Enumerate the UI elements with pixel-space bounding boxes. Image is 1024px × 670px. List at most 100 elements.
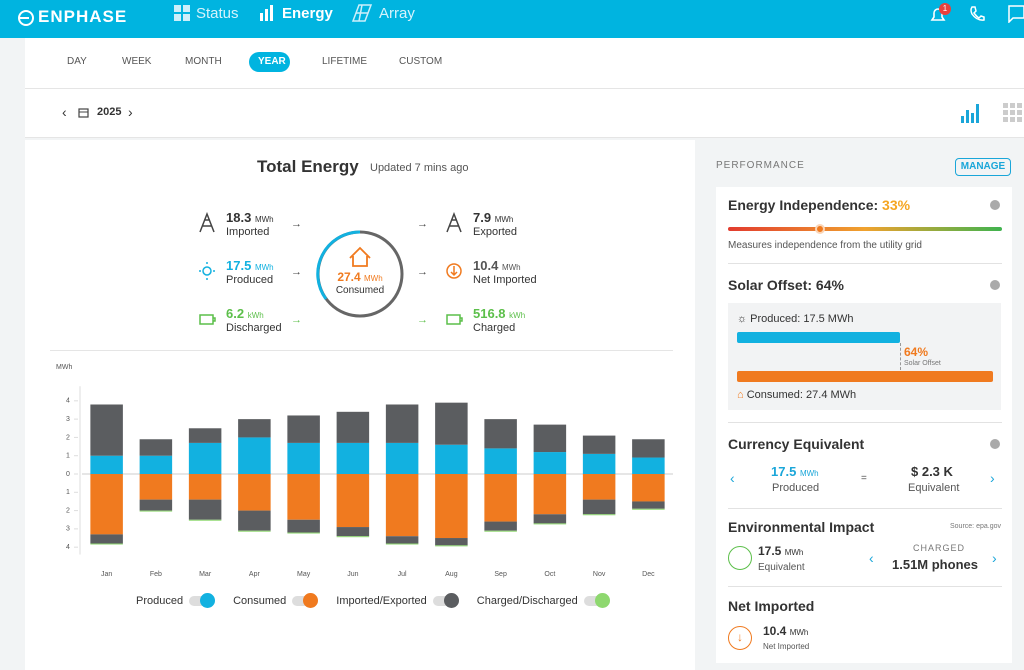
bar — [188, 442, 222, 475]
bar — [533, 523, 567, 525]
bar — [336, 474, 370, 528]
x-tick-label: Sep — [494, 571, 507, 578]
logo-icon — [18, 10, 34, 26]
icon-shape — [199, 212, 215, 233]
flow-unit: MWh — [254, 215, 274, 224]
independence-value: 33% — [882, 197, 911, 213]
flow-unit: MWh — [501, 263, 521, 272]
currency-label: Produced — [772, 482, 820, 494]
x-tick-label: Dec — [642, 571, 655, 578]
offset-consumed-text: Consumed: 27.4 MWh — [746, 389, 857, 401]
bar — [238, 510, 271, 531]
tab-active[interactable]: YEAR — [258, 56, 286, 67]
legend-item[interactable]: Imported/Exported — [336, 593, 459, 608]
flow-label: Produced — [226, 274, 274, 286]
tab[interactable]: WEEK — [122, 56, 152, 67]
currency-amount: $ 2.3 K — [911, 464, 953, 479]
currency-next[interactable]: › — [990, 470, 995, 486]
tab[interactable]: LIFETIME — [322, 56, 368, 67]
info-icon[interactable] — [990, 439, 1000, 449]
bar — [238, 474, 271, 511]
y-tick-label: 4 — [66, 544, 70, 551]
environment-value: 17.5 — [758, 544, 782, 558]
offset-percent: 64% — [904, 345, 929, 359]
environment-prev[interactable]: ‹ — [869, 550, 874, 566]
logo[interactable]: ENPHASE — [38, 7, 128, 26]
x-tick-label: Jan — [101, 571, 112, 578]
legend-item[interactable]: Produced — [136, 593, 216, 608]
bar — [336, 442, 370, 475]
nav-energy[interactable]: Energy — [282, 5, 333, 22]
flow-icon — [199, 314, 216, 325]
chart: MWh 4 3 2 1 0 1 2 3 4 Jan Feb Mar Apr May Jun Jul Aug Sep… — [56, 364, 673, 578]
environment-source: Source: epa.gov — [950, 523, 1001, 530]
flow-value: 7.9 — [473, 210, 492, 225]
environment-next[interactable]: › — [992, 550, 997, 566]
flow-value-line: 516.8 kWh — [473, 306, 525, 321]
currency-value: 17.5 — [771, 464, 797, 479]
bell-icon[interactable] — [929, 6, 947, 24]
flow-arrow: → — [417, 266, 428, 278]
x-tick-label: May — [297, 571, 311, 578]
next-year[interactable]: › — [128, 104, 133, 120]
bar — [139, 474, 173, 500]
manage-button[interactable]: MANAGE — [955, 158, 1011, 176]
separator — [728, 422, 1002, 423]
bar — [336, 536, 370, 538]
flow-unit: kWh — [247, 311, 264, 320]
flow-arrow: → — [291, 266, 302, 278]
y-tick-label: 1 — [66, 453, 70, 460]
offset-consumed-bar — [737, 371, 993, 382]
help-icon[interactable] — [1008, 5, 1024, 23]
flow-arrow: → — [291, 218, 302, 230]
currency-value-line: 17.5 MWh — [771, 464, 819, 479]
performance-title: PERFORMANCE — [716, 160, 805, 171]
flow-value: 516.8 — [473, 306, 506, 321]
flow-label: Imported — [226, 226, 270, 238]
chart-view-icon[interactable] — [960, 102, 980, 124]
bar — [336, 527, 370, 537]
phone-icon[interactable] — [968, 5, 986, 23]
legend-swatch — [200, 593, 216, 608]
offset-percent-label: Solar Offset — [904, 360, 941, 367]
tab[interactable]: CUSTOM — [399, 56, 443, 67]
tab[interactable]: MONTH — [185, 56, 222, 67]
environment-value-line: 17.5 MWh — [758, 544, 803, 558]
offset-divider — [900, 343, 901, 370]
flow-value-line: 18.3 MWh — [226, 210, 274, 225]
offset-produced-bar — [737, 332, 900, 343]
nav-status[interactable]: Status — [196, 5, 239, 22]
currency-prev[interactable]: ‹ — [730, 470, 735, 486]
legend-item[interactable]: Consumed — [233, 593, 319, 608]
net-value: 10.4 — [763, 624, 787, 638]
y-tick-label: 1 — [66, 489, 70, 496]
bar — [632, 508, 665, 510]
tab[interactable]: DAY — [67, 56, 87, 67]
info-icon[interactable] — [990, 280, 1000, 290]
bar — [385, 404, 419, 443]
nav-array[interactable]: Array — [379, 5, 415, 22]
bar — [582, 435, 616, 454]
energy-panel — [25, 140, 695, 670]
y-tick-label: 3 — [66, 416, 70, 423]
bar — [533, 424, 567, 453]
bar — [484, 521, 517, 531]
icon-shape — [199, 314, 216, 325]
bar — [336, 411, 370, 443]
flow-value: 17.5 — [226, 258, 252, 273]
x-tick-label: Jul — [398, 571, 407, 578]
bar — [435, 545, 468, 547]
icon-shape — [446, 314, 463, 325]
info-icon[interactable] — [990, 200, 1000, 210]
divider — [50, 350, 673, 351]
flow-value-line: 6.2 kWh — [226, 306, 264, 321]
grid-view-icon[interactable] — [1002, 102, 1024, 124]
bar — [435, 444, 468, 475]
legend-toggle — [189, 593, 216, 608]
prev-year[interactable]: ‹ — [62, 104, 67, 120]
legend-swatch — [594, 593, 610, 608]
consumed-line: 27.4 MWh — [314, 270, 406, 284]
legend-item[interactable]: Charged/Discharged — [477, 593, 610, 608]
legend-label: Consumed — [233, 595, 287, 607]
offset-box — [728, 303, 1001, 410]
